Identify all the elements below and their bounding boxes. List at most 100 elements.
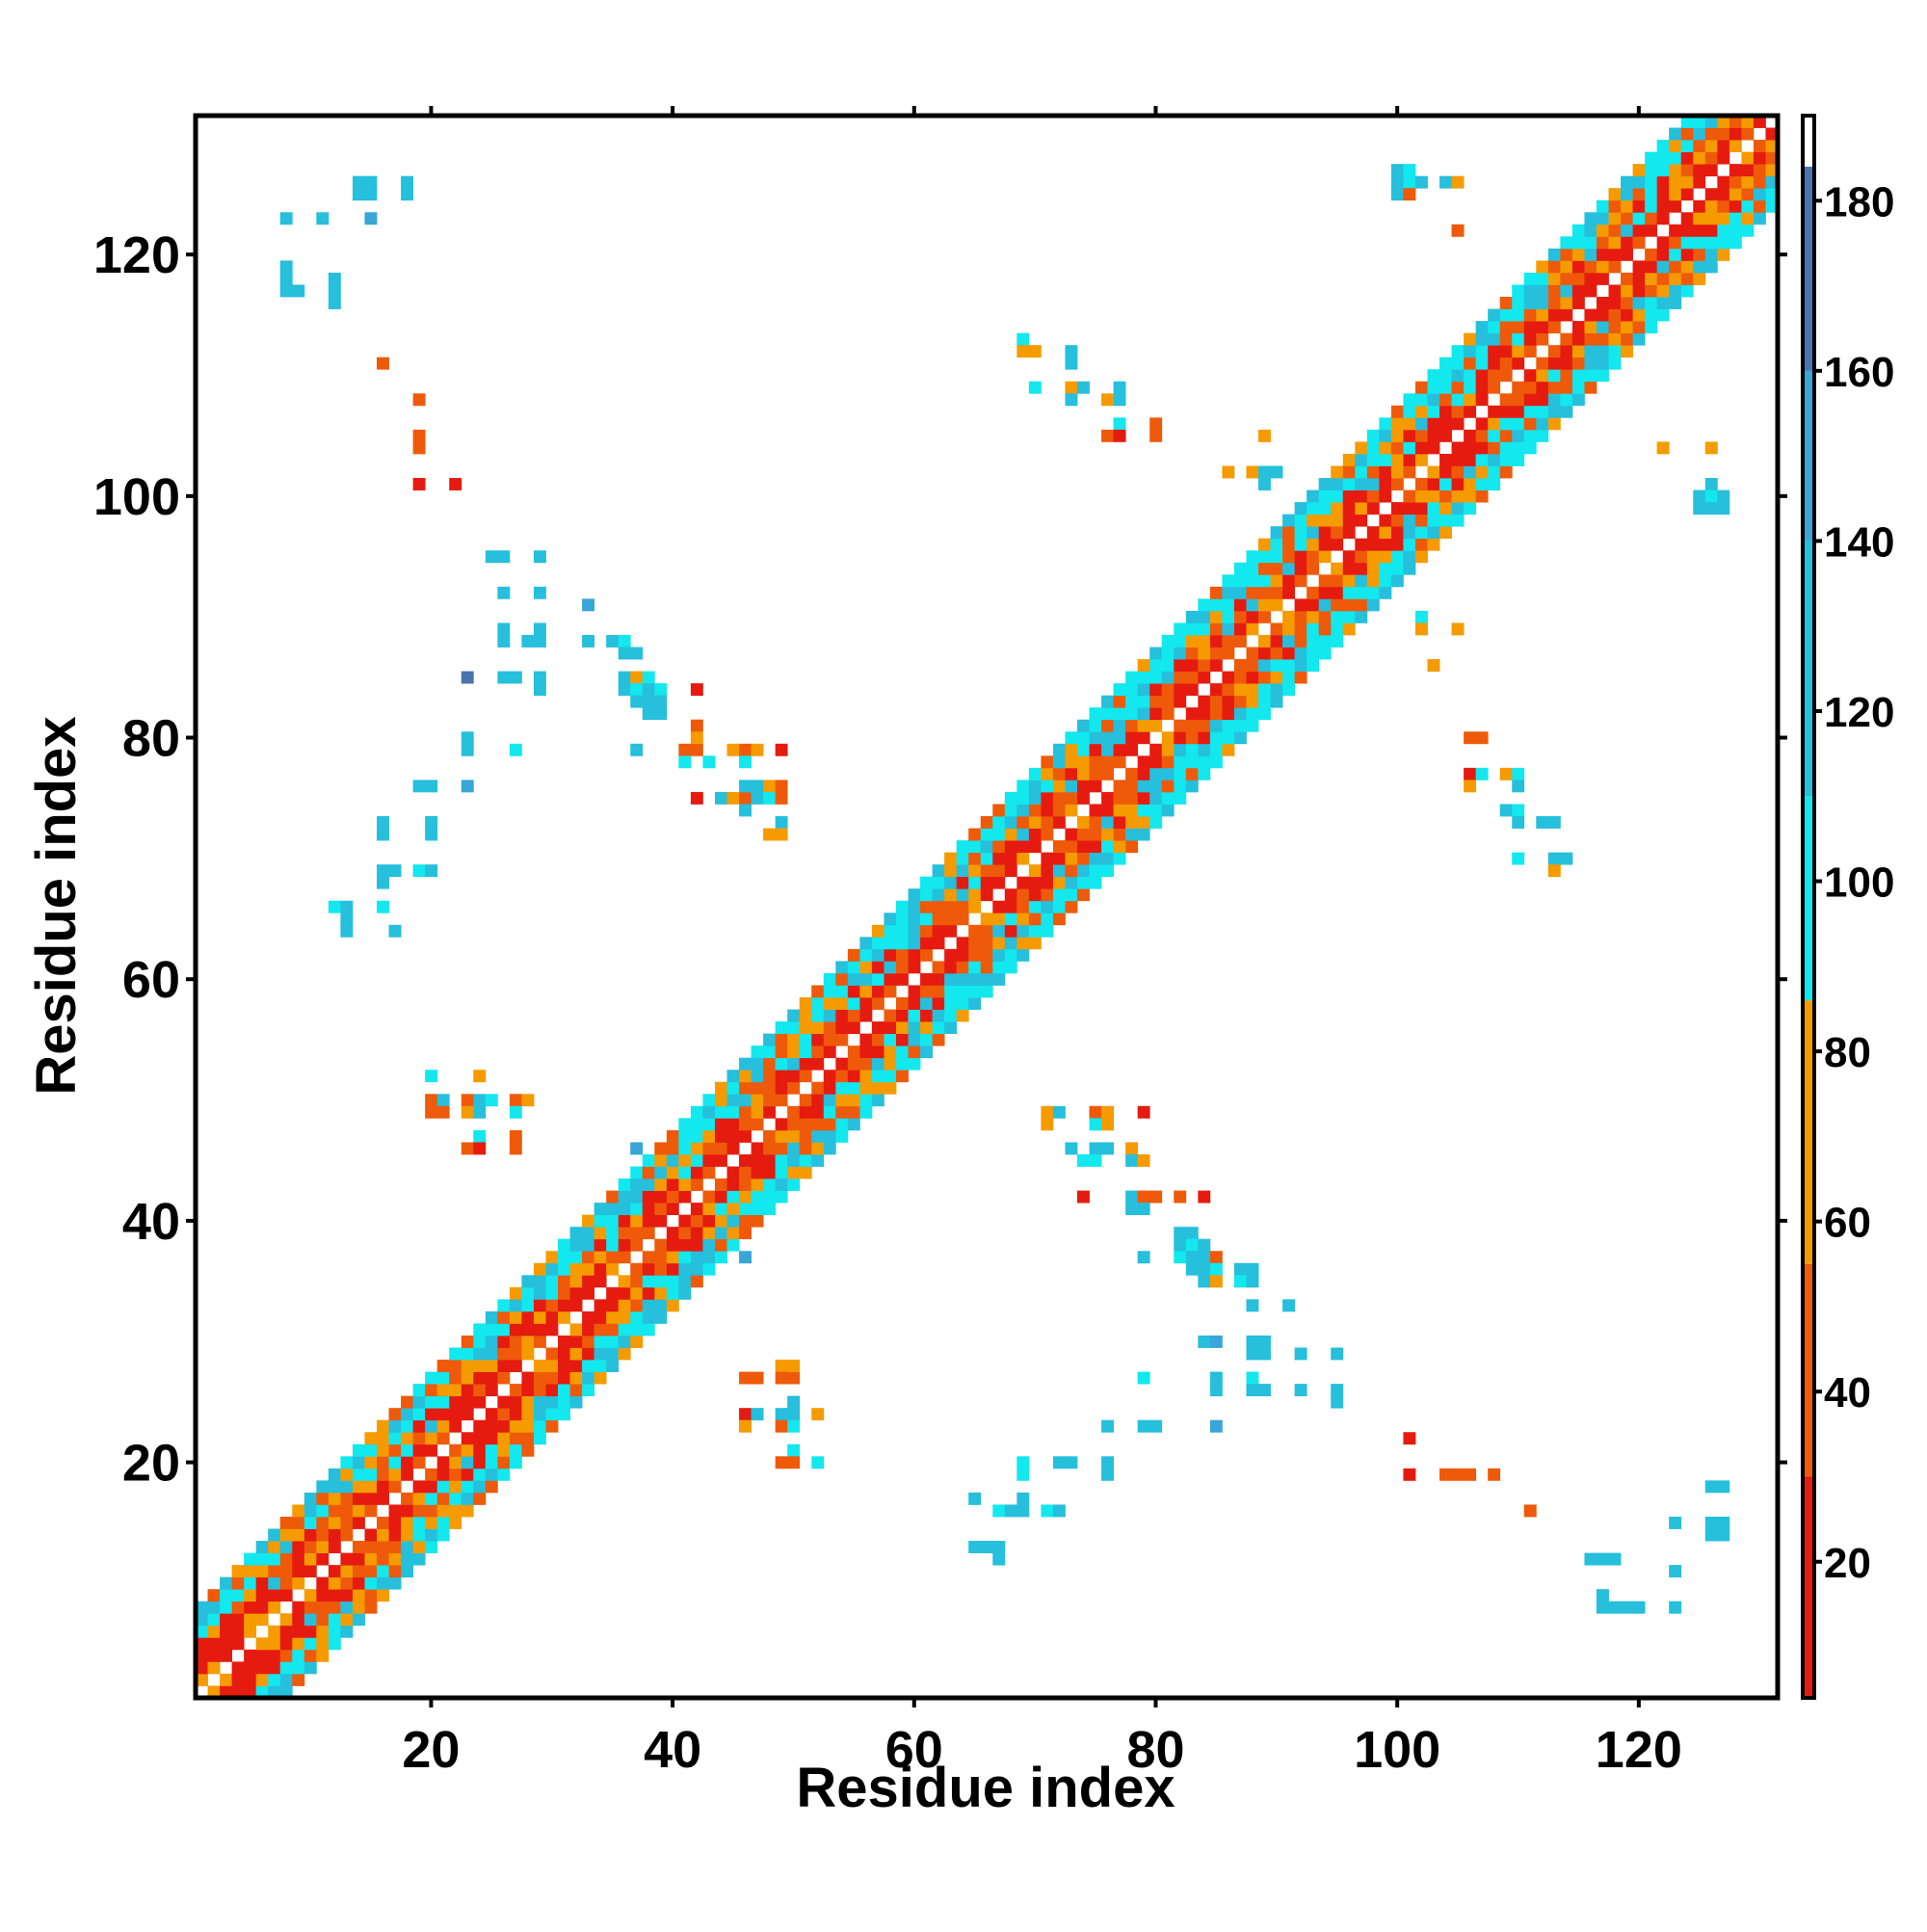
heatmap-cell <box>1149 683 1163 697</box>
heatmap-cell <box>1307 610 1320 623</box>
heatmap-cell <box>775 1190 788 1204</box>
heatmap-cell <box>1596 1589 1609 1602</box>
heatmap-cell <box>1101 1105 1115 1119</box>
heatmap-cell <box>763 1045 777 1059</box>
heatmap-cell <box>1016 791 1030 805</box>
heatmap-cell <box>1137 1105 1150 1119</box>
heatmap-cell <box>521 1286 535 1300</box>
heatmap-cell <box>377 1565 389 1578</box>
heatmap-cell <box>775 1057 788 1071</box>
heatmap-cell <box>726 1178 740 1191</box>
heatmap-cell <box>509 1142 522 1155</box>
heatmap-cell <box>196 1673 208 1686</box>
heatmap-cell <box>279 1625 293 1638</box>
heatmap-cell <box>1282 550 1296 564</box>
heatmap-cell <box>1475 417 1489 431</box>
heatmap-cell <box>847 1094 860 1107</box>
heatmap-cell <box>196 1601 208 1614</box>
heatmap-cell <box>1403 1468 1416 1481</box>
heatmap-cell <box>594 1360 607 1372</box>
heatmap-cell <box>401 1565 414 1578</box>
heatmap-cell <box>1499 429 1513 442</box>
heatmap-cell <box>1704 248 1718 261</box>
heatmap-cell <box>401 1504 414 1518</box>
heatmap-cell <box>1547 369 1561 383</box>
heatmap-cell <box>1560 284 1573 298</box>
heatmap-cell <box>1621 248 1633 261</box>
heatmap-cell <box>630 1299 644 1312</box>
heatmap-cell <box>690 1142 703 1155</box>
heatmap-cell <box>654 1299 668 1312</box>
heatmap-cell <box>279 1673 293 1686</box>
heatmap-cell <box>207 1625 221 1638</box>
heatmap-cell <box>425 1432 438 1445</box>
heatmap-cell <box>1499 767 1513 781</box>
heatmap-cell <box>292 1601 305 1614</box>
heatmap-cell <box>1161 791 1175 805</box>
heatmap-cell <box>569 1286 583 1300</box>
heatmap-cell <box>1065 840 1078 853</box>
colorbar-tick-label: 100 <box>1824 860 1894 907</box>
heatmap-cell <box>377 1480 389 1494</box>
heatmap-cell <box>1137 731 1150 745</box>
heatmap-cell <box>654 1142 668 1155</box>
heatmap-cell <box>618 1203 631 1216</box>
heatmap-cell <box>1174 659 1187 672</box>
heatmap-cell <box>1499 297 1513 309</box>
heatmap-cell <box>1390 441 1404 455</box>
heatmap-cell <box>1717 188 1730 201</box>
heatmap-cell <box>944 972 958 986</box>
heatmap-cell <box>859 1081 873 1095</box>
heatmap-cell <box>1174 634 1187 648</box>
heatmap-cell <box>690 719 703 732</box>
heatmap-cell <box>485 1468 498 1481</box>
heatmap-cell <box>1077 876 1090 889</box>
heatmap-cell <box>787 1045 801 1059</box>
heatmap-cell <box>328 1516 341 1529</box>
heatmap-cell <box>920 876 933 889</box>
heatmap-cell <box>835 961 849 974</box>
heatmap-cell <box>630 743 644 756</box>
heatmap-cell <box>1222 731 1235 745</box>
heatmap-cell <box>1547 248 1561 261</box>
heatmap-cell <box>751 743 764 756</box>
heatmap-cell <box>956 972 969 986</box>
heatmap-cell <box>1512 852 1525 865</box>
heatmap-cell <box>1621 297 1633 309</box>
heatmap-cell <box>473 1094 487 1107</box>
heatmap-cell <box>811 1033 825 1046</box>
heatmap-cell <box>582 634 595 648</box>
heatmap-cell <box>1246 1335 1259 1348</box>
heatmap-cell <box>751 1081 764 1095</box>
heatmap-cell <box>1571 236 1585 250</box>
heatmap-cell <box>1198 719 1211 732</box>
heatmap-cell <box>1161 743 1175 756</box>
heatmap-cell <box>1488 357 1501 370</box>
heatmap-cell <box>1536 272 1549 285</box>
heatmap-cell <box>533 1286 546 1300</box>
heatmap-cell <box>1608 284 1622 298</box>
heatmap-cell <box>1270 465 1283 479</box>
heatmap-cell <box>1233 574 1247 588</box>
heatmap-cell <box>533 1408 546 1421</box>
heatmap-cell <box>1632 260 1646 274</box>
heatmap-cell <box>1645 199 1658 213</box>
heatmap-cell <box>884 972 897 986</box>
heatmap-cell <box>1741 164 1755 177</box>
heatmap-cell <box>1693 224 1706 237</box>
heatmap-cell <box>702 1214 716 1228</box>
heatmap-cell <box>485 1094 498 1107</box>
heatmap-cell <box>654 695 668 708</box>
heatmap-cell <box>1041 815 1054 829</box>
heatmap-cell <box>1004 961 1017 974</box>
heatmap-cell <box>1439 1468 1452 1481</box>
heatmap-cell <box>1052 780 1066 793</box>
heatmap-cell <box>1656 151 1670 165</box>
heatmap-cell <box>811 1129 825 1143</box>
heatmap-cell <box>1041 828 1054 841</box>
heatmap-cell <box>1077 767 1090 781</box>
heatmap-cell <box>449 1516 462 1529</box>
heatmap-cell <box>569 1299 583 1312</box>
heatmap-cell <box>1089 767 1102 781</box>
heatmap-cell <box>304 1589 317 1602</box>
